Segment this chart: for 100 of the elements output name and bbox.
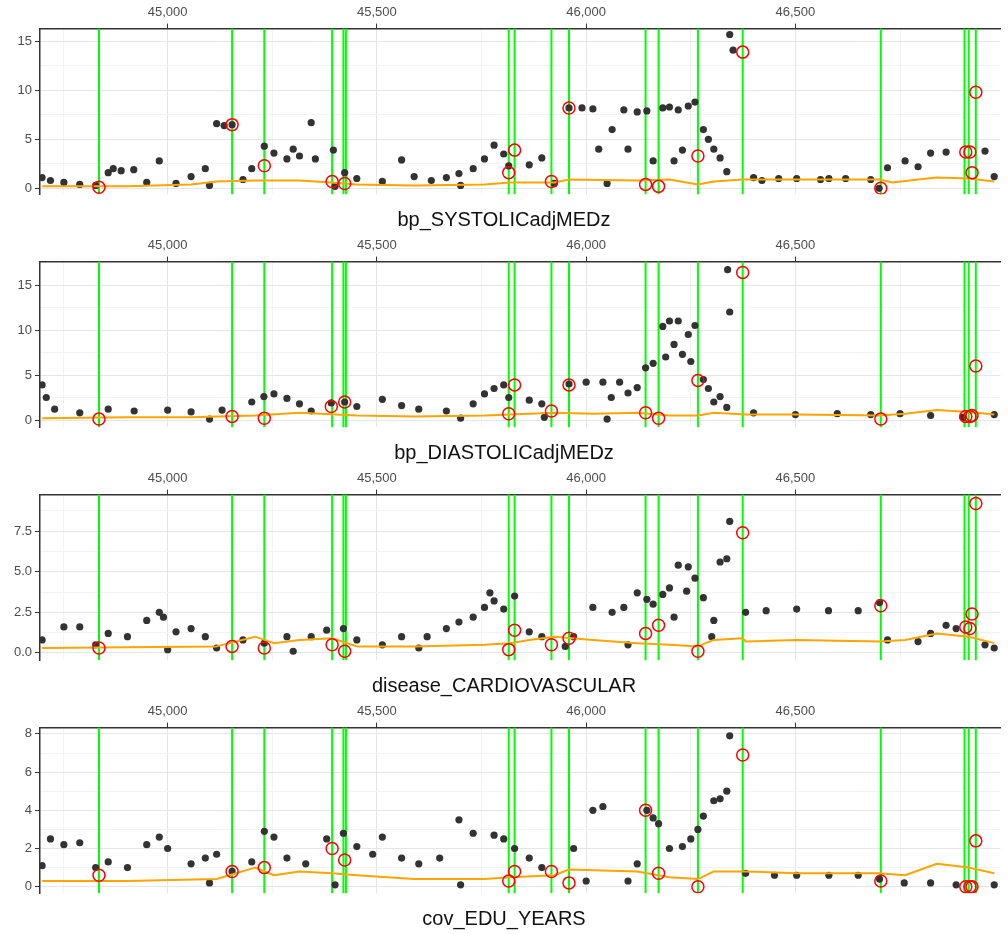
- point: [501, 165, 516, 180]
- point: [969, 496, 983, 511]
- point: [874, 874, 888, 888]
- point: [959, 620, 973, 634]
- y-tick-label: 0: [24, 179, 32, 195]
- y-tick-label: 6: [24, 763, 32, 779]
- point: [691, 644, 705, 659]
- y-tick-label: 5: [24, 366, 32, 382]
- x-tick-label: 46,000: [566, 4, 607, 20]
- y-tick-label: 5: [24, 130, 32, 146]
- x-axis-title: bp_DIASTOLICadjMEDz: [393, 440, 615, 466]
- point: [544, 404, 559, 418]
- y-tick-label: 2.5: [13, 603, 32, 619]
- point: [691, 149, 705, 163]
- point: [651, 866, 666, 881]
- y-tick-label: 10: [17, 321, 32, 337]
- point: [638, 626, 653, 641]
- x-tick-label: 46,500: [775, 470, 816, 486]
- point: [544, 864, 559, 879]
- point: [638, 406, 653, 420]
- y-tick-label: 8: [24, 725, 32, 741]
- point: [959, 145, 973, 159]
- point: [874, 181, 888, 195]
- point: [963, 621, 977, 636]
- point: [225, 117, 239, 132]
- y-tick-label: 15: [17, 32, 32, 48]
- point: [325, 174, 339, 189]
- point: [501, 642, 516, 657]
- point: [225, 409, 239, 424]
- x-tick-label: 46,500: [775, 237, 816, 253]
- x-tick-label: 45,500: [357, 237, 397, 253]
- point: [874, 599, 888, 613]
- point: [735, 526, 750, 540]
- x-tick-label: 45,000: [147, 470, 188, 486]
- point: [735, 45, 750, 59]
- point: [325, 638, 339, 652]
- point: [544, 174, 559, 189]
- point: [92, 641, 106, 655]
- point: [965, 607, 979, 621]
- point: [92, 412, 106, 426]
- point: [562, 631, 576, 646]
- point: [507, 864, 522, 879]
- point: [874, 412, 888, 426]
- point: [257, 860, 272, 875]
- y-tick-label: 0: [24, 411, 32, 427]
- point: [562, 378, 576, 392]
- point: [324, 399, 339, 414]
- point: [969, 85, 983, 100]
- point: [325, 841, 339, 856]
- y-tick-label: 5.0: [13, 563, 32, 579]
- y-tick-label: 15: [17, 276, 32, 292]
- x-axis-title: disease_CARDIOVASCULAR: [370, 673, 638, 699]
- x-tick-label: 45,500: [357, 470, 397, 486]
- point: [337, 176, 352, 191]
- y-tick-label: 0: [24, 878, 32, 894]
- point: [92, 868, 106, 882]
- x-tick-label: 46,000: [566, 237, 607, 253]
- point: [562, 876, 576, 890]
- x-tick-label: 46,000: [566, 703, 607, 719]
- point: [638, 803, 653, 818]
- point: [225, 639, 239, 654]
- point: [638, 177, 653, 192]
- point: [651, 411, 666, 425]
- point: [965, 165, 979, 180]
- point: [507, 378, 522, 392]
- y-tick-label: 4: [24, 801, 32, 817]
- point: [257, 159, 272, 173]
- x-tick-label: 46,000: [566, 470, 607, 486]
- point: [691, 373, 705, 388]
- x-tick-label: 46,500: [775, 703, 816, 719]
- x-tick-label: 45,500: [357, 703, 397, 719]
- point: [544, 638, 559, 652]
- point: [735, 748, 750, 762]
- point: [735, 265, 750, 280]
- x-tick-label: 45,000: [147, 703, 188, 719]
- x-tick-label: 45,500: [357, 4, 397, 20]
- point: [691, 879, 705, 894]
- y-tick-label: 10: [17, 81, 32, 97]
- point: [501, 874, 516, 888]
- point: [959, 409, 973, 424]
- point: [959, 879, 973, 894]
- point: [651, 618, 666, 633]
- point: [92, 180, 106, 195]
- y-tick-label: 7.5: [13, 522, 32, 538]
- point: [337, 853, 352, 867]
- y-tick-label: 0.0: [13, 644, 32, 660]
- x-tick-label: 45,000: [147, 4, 188, 20]
- point: [501, 406, 516, 421]
- x-tick-label: 45,000: [147, 237, 188, 253]
- x-tick-label: 46,500: [775, 4, 816, 20]
- point: [257, 641, 272, 655]
- x-axis-title: bp_SYSTOLICadjMEDz: [396, 207, 612, 233]
- y-tick-label: 2: [24, 840, 32, 856]
- point: [507, 143, 522, 157]
- point: [969, 359, 983, 373]
- point: [507, 623, 522, 637]
- point: [337, 644, 352, 659]
- x-axis-title: cov_EDU_YEARS: [421, 906, 587, 932]
- point: [337, 395, 352, 409]
- point: [963, 145, 977, 159]
